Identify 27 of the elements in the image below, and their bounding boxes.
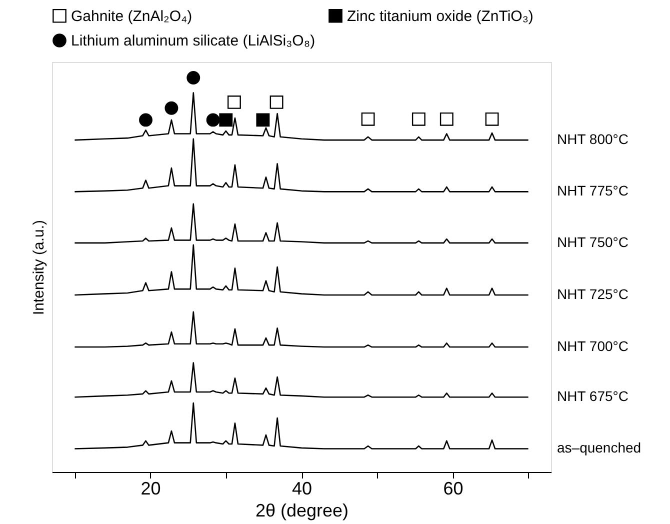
text: NHT 700°C xyxy=(557,338,628,354)
legend-label: Gahnite (ZnAl₂O₄) xyxy=(71,8,192,25)
x-tick-label: 40 xyxy=(292,478,312,498)
point xyxy=(219,113,233,127)
point xyxy=(270,95,284,109)
point xyxy=(206,113,220,127)
legend-label: Lithium aluminum silicate (LiAlSi₃O₈) xyxy=(71,32,316,50)
point xyxy=(256,113,270,127)
point xyxy=(227,95,241,109)
x-axis-title: 2θ (degree) xyxy=(255,500,349,520)
point xyxy=(412,112,426,126)
text: NHT 725°C xyxy=(557,286,628,302)
point xyxy=(440,112,454,126)
x-tick-label: 60 xyxy=(443,478,464,498)
x-tick-label: 20 xyxy=(140,478,161,498)
text: NHT 775°C xyxy=(557,182,628,199)
text: NHT 750°C xyxy=(557,234,628,250)
point xyxy=(186,71,200,84)
text: NHT 800°C xyxy=(557,131,628,148)
point xyxy=(139,113,152,127)
point xyxy=(361,112,375,126)
y-axis-title: Intensity (a.u.) xyxy=(30,220,48,316)
legend-label: Zinc titanium oxide (ZnTiO₃) xyxy=(347,8,534,25)
point xyxy=(164,101,178,115)
point xyxy=(485,112,499,126)
text: as–quenched xyxy=(557,440,642,456)
text: NHT 675°C xyxy=(557,388,628,404)
